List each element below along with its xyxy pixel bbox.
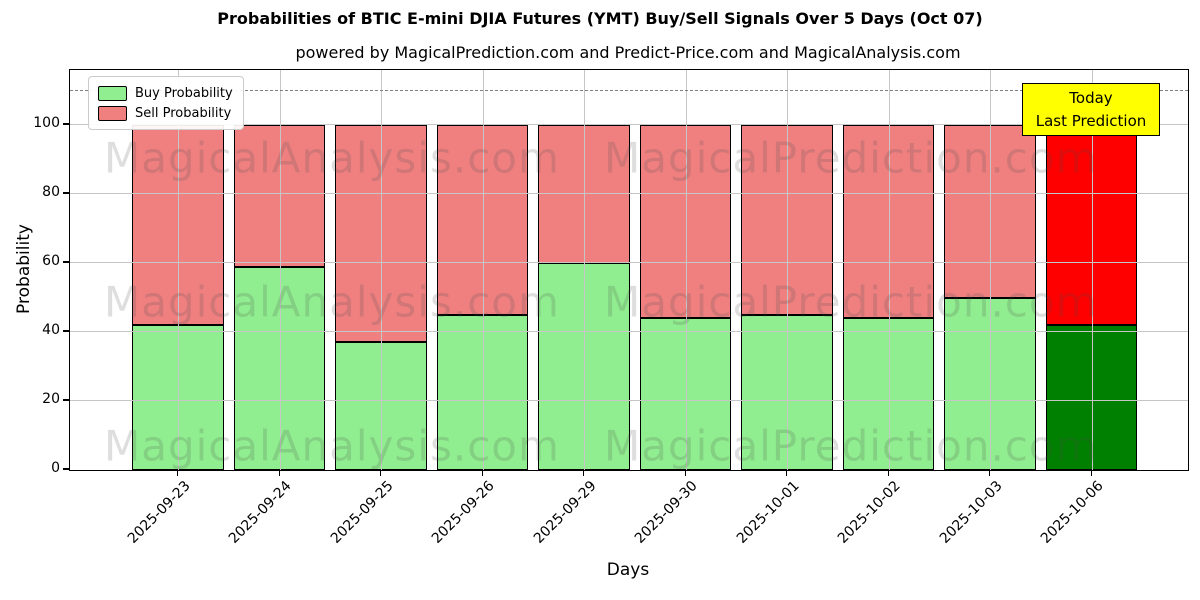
x-tick-mark — [887, 470, 889, 476]
gridline-v — [1091, 70, 1093, 470]
legend: Buy Probability Sell Probability — [88, 76, 244, 130]
gridline-h — [70, 400, 1188, 402]
y-tick-mark — [63, 399, 69, 401]
watermark-text: MagicalPrediction.com — [604, 421, 1098, 471]
x-tick-mark — [583, 470, 585, 476]
x-tick-label: 2025-09-26 — [428, 478, 498, 547]
gridline-v — [888, 70, 890, 470]
gridline-v — [990, 70, 991, 470]
chart-subtitle: powered by MagicalPrediction.com and Pre… — [295, 43, 961, 62]
x-tick-mark — [1090, 470, 1092, 476]
x-tick-mark — [380, 470, 382, 476]
x-tick-label: 2025-10-06 — [1037, 478, 1107, 547]
y-tick-mark — [63, 192, 69, 194]
x-tick-mark — [481, 470, 483, 476]
today-annotation-line1: Today — [1069, 89, 1113, 107]
y-tick-mark — [63, 468, 69, 470]
today-annotation: Today Last Prediction — [1022, 83, 1160, 136]
x-tick-mark — [786, 470, 788, 476]
gridline-h — [70, 124, 1188, 126]
watermark-text: MagicalPrediction.com — [604, 133, 1098, 183]
gridline-v — [279, 70, 281, 470]
watermark-text: MagicalPrediction.com — [604, 277, 1098, 327]
y-tick-label: 100 — [33, 115, 60, 132]
gridline-v — [381, 70, 382, 470]
x-tick-mark — [278, 470, 280, 476]
x-tick-label: 2025-10-01 — [733, 478, 803, 547]
legend-item-sell: Sell Probability — [98, 103, 233, 123]
x-tick-label: 2025-09-24 — [225, 478, 295, 547]
gridline-v — [482, 70, 484, 470]
watermark-text: MagicalAnalysis.com — [104, 421, 560, 471]
x-tick-label: 2025-09-29 — [530, 478, 600, 547]
y-tick-mark — [63, 261, 69, 263]
x-tick-mark — [684, 470, 686, 476]
x-tick-label: 2025-10-02 — [834, 478, 904, 547]
y-tick-label: 0 — [51, 460, 60, 476]
y-tick-label: 20 — [42, 391, 60, 408]
y-tick-mark — [63, 330, 69, 332]
x-axis-label: Days — [606, 560, 650, 580]
x-tick-label: 2025-09-25 — [327, 478, 397, 547]
x-tick-label: 2025-09-23 — [124, 478, 194, 547]
gridline-h — [70, 262, 1188, 264]
dashed-threshold-line — [70, 89, 1188, 91]
legend-item-buy: Buy Probability — [98, 83, 233, 103]
x-tick-label: 2025-09-30 — [631, 478, 701, 547]
gridline-v — [178, 70, 179, 470]
gridline-v — [685, 70, 687, 470]
sell-swatch-icon — [98, 105, 127, 121]
plot-area: Buy Probability Sell Probability Today L… — [69, 69, 1189, 471]
y-tick-mark — [63, 123, 69, 125]
gridline-v — [787, 70, 788, 470]
watermark-text: MagicalAnalysis.com — [104, 133, 560, 183]
y-tick-label: 80 — [42, 184, 60, 201]
buy-swatch-icon — [98, 85, 127, 101]
gridline-h — [70, 193, 1188, 195]
x-tick-label: 2025-10-03 — [936, 478, 1006, 547]
y-tick-label: 40 — [42, 322, 60, 339]
watermark-text: MagicalAnalysis.com — [104, 277, 560, 327]
legend-label-buy: Buy Probability — [135, 85, 233, 101]
today-annotation-line2: Last Prediction — [1035, 111, 1147, 130]
gridline-v — [584, 70, 585, 470]
x-tick-mark — [177, 470, 179, 476]
y-tick-label: 60 — [42, 253, 60, 270]
gridline-h — [70, 331, 1188, 333]
x-tick-mark — [989, 470, 991, 476]
legend-label-sell: Sell Probability — [135, 105, 232, 121]
chart-title: Probabilities of BTIC E-mini DJIA Future… — [217, 9, 983, 28]
